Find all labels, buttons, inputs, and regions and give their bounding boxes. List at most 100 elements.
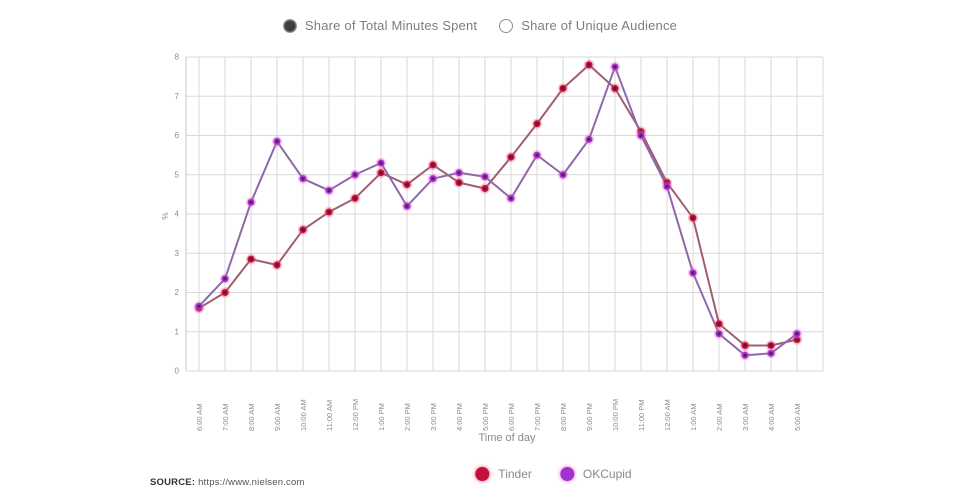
tinder-point-center [769,343,773,348]
y-axis-title: % [160,212,170,220]
x-tick-label: 9:00 AM [273,403,282,431]
y-tick-label: 8 [175,53,180,62]
x-tick-label: 2:00 AM [715,403,724,431]
radio-total-minutes-label: Share of Total Minutes Spent [304,18,478,33]
tinder-point-center [587,63,591,67]
okcupid-point-center [509,196,513,200]
okcupid-point-center [743,353,747,357]
x-tick-label: 6:00 AM [195,403,204,431]
x-tick-label: 1:00 PM [377,403,386,431]
tinder-point-center [275,263,279,267]
x-tick-label: 7:00 AM [221,403,230,431]
radio-unique-audience-label: Share of Unique Audience [521,18,678,33]
x-tick-label: 4:00 PM [455,403,464,431]
tinder-point-center [613,86,617,90]
y-tick-label: 1 [175,327,180,336]
okcupid-point-center [483,175,487,179]
x-tick-label: 10:00 AM [299,399,308,431]
tinder-point-center [561,86,565,90]
x-tick-label: 2:00 PM [403,403,412,431]
tinder-point-center [691,216,695,220]
tinder-legend-dot-icon [475,467,490,481]
okcupid-point-center [587,137,591,142]
okcupid-point-center [535,153,539,157]
x-tick-label: 8:00 PM [559,403,568,431]
y-tick-label: 3 [175,249,180,258]
okcupid-legend-label: OKCupid [582,467,632,481]
radio-total-minutes[interactable]: Share of Total Minutes Spent [282,18,478,33]
tinder-point-center [301,228,305,232]
tinder-point-center [249,257,253,261]
tinder-point-center [353,196,357,200]
y-tick-label: 0 [175,367,180,376]
x-tick-label: 11:00 PM [637,399,646,431]
x-tick-label: 5:00 AM [793,403,802,431]
x-tick-label: 12:00 PM [351,399,360,431]
y-tick-label: 6 [175,131,180,140]
okcupid-point-center [275,139,279,143]
okcupid-point-center [431,177,435,181]
x-tick-label: 3:00 PM [429,403,438,431]
okcupid-point-center [691,271,695,275]
okcupid-point-center [223,277,227,281]
tinder-legend-label: Tinder [498,467,532,481]
okcupid-legend-dot-icon [559,467,574,481]
y-tick-label: 4 [175,210,180,219]
tinder-point-center [457,181,461,185]
source-label: SOURCE: [150,477,196,488]
tinder-point-center [379,171,383,175]
tinder-point-center [431,163,435,167]
okcupid-point-center [379,161,383,165]
okcupid-point-center [457,171,461,175]
x-tick-label: 10:00 PM [611,399,620,431]
chart-legend: Tinder OKCupid [475,467,632,481]
radio-selected-icon [282,18,297,33]
okcupid-point-center [795,332,799,336]
source-note: SOURCE: https://www.nielsen.com [150,477,305,488]
x-axis-title: Time of day [478,432,536,444]
okcupid-line [198,65,798,357]
tinder-point-center [509,155,513,159]
tinder-line [198,63,798,347]
x-tick-label: 11:00 AM [325,400,334,431]
tinder-point-center [223,290,227,295]
legend-item-okcupid[interactable]: OKCupid [559,467,632,481]
tinder-point-center [535,122,539,126]
x-tick-label: 1:00 AM [689,403,698,431]
tinder-point-center [327,210,331,214]
y-tick-label: 5 [175,170,180,179]
x-tick-label: 3:00 AM [741,403,750,431]
x-tick-label: 4:00 AM [767,403,776,431]
radio-unique-audience[interactable]: Share of Unique Audience [499,18,677,33]
x-tick-label: 5:00 PM [481,403,490,431]
okcupid-point-center [197,304,201,308]
okcupid-point-center [405,204,409,208]
x-tick-label: 8:00 AM [247,403,256,431]
tinder-point-center [795,338,799,342]
okcupid-point-center [639,133,643,138]
okcupid-point-center [613,65,617,69]
x-tick-label: 6:00 PM [507,403,516,431]
okcupid-point-center [301,177,305,181]
x-tick-label: 12:00 AM [663,399,672,431]
tinder-point-center [405,182,409,187]
okcupid-point-center [717,332,721,336]
tinder-point-center [717,322,721,326]
okcupid-point-center [249,200,253,204]
tinder-point-center [743,343,747,348]
okcupid-point-center [665,184,669,189]
okcupid-point-center [353,173,357,177]
x-tick-label: 9:00 PM [585,403,594,431]
okcupid-point-center [769,351,773,355]
y-tick-label: 7 [175,92,180,101]
legend-item-tinder[interactable]: Tinder [475,467,532,481]
tinder-point-center [483,186,487,191]
okcupid-point-center [327,188,331,193]
x-tick-label: 7:00 PM [533,403,542,431]
metric-toggle-group: Share of Total Minutes Spent Share of Un… [0,18,960,33]
radio-unselected-icon [499,18,514,33]
y-tick-label: 2 [175,288,180,297]
source-url: https://www.nielsen.com [198,477,305,488]
